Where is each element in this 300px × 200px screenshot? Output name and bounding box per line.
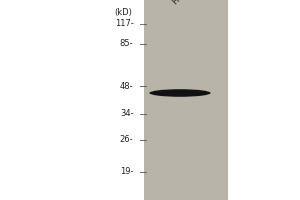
Text: 117-: 117- <box>115 20 134 28</box>
Text: 19-: 19- <box>120 168 134 176</box>
Text: 85-: 85- <box>120 40 134 48</box>
Bar <box>144 0 228 200</box>
Text: 48-: 48- <box>120 82 134 90</box>
Text: 26-: 26- <box>120 136 134 144</box>
Text: (kD): (kD) <box>114 8 132 17</box>
Ellipse shape <box>149 89 211 97</box>
Text: HT-29: HT-29 <box>171 0 194 6</box>
Text: 34-: 34- <box>120 110 134 118</box>
